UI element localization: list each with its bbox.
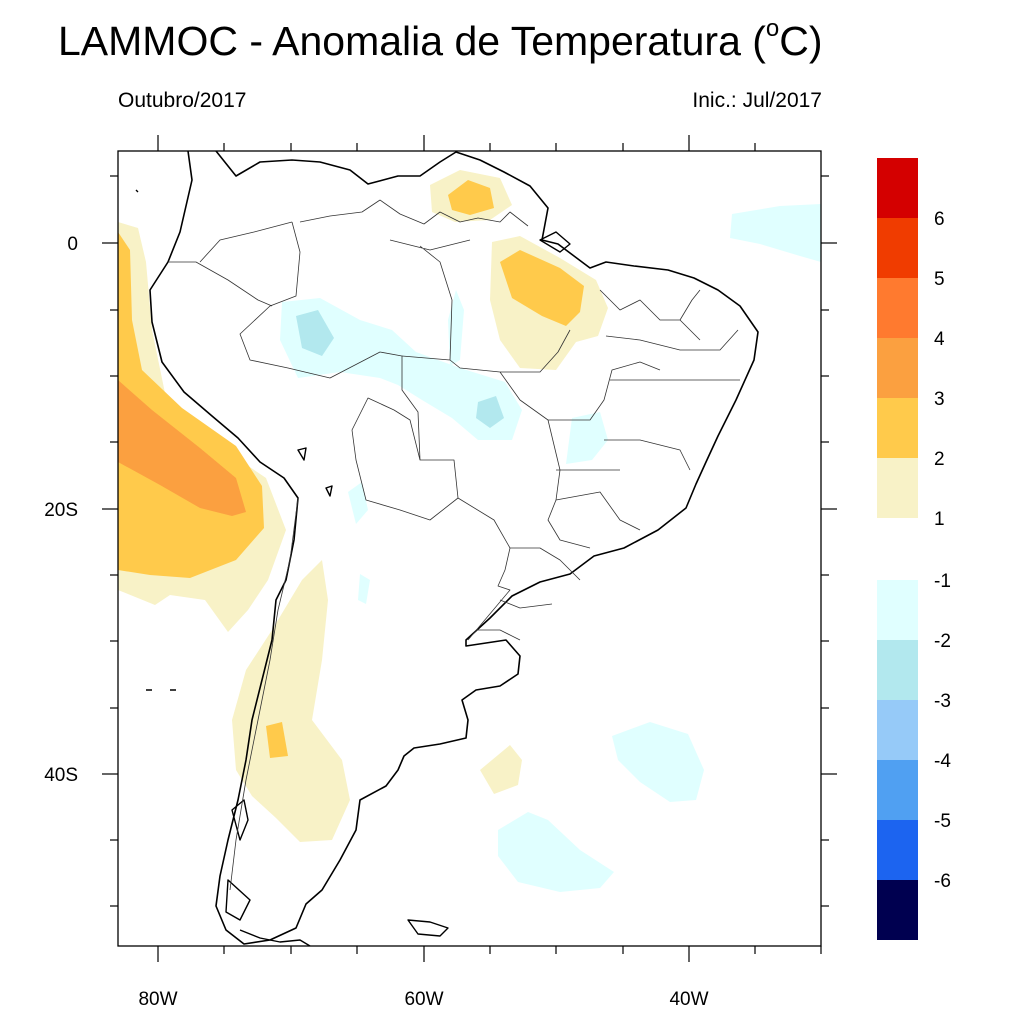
political-borders <box>168 199 740 891</box>
malvinas <box>407 919 449 937</box>
colorbar-box-positive <box>877 158 918 218</box>
x-tick-label: 60W <box>404 989 443 1010</box>
colorbar: 6 5 4 3 2 1 -1 -2 -3 -4 -5 -6 <box>877 158 951 940</box>
cold-anomaly-pacific-small-1 <box>348 482 368 524</box>
tierra-del-fuego <box>225 879 311 946</box>
cold-anomaly-south-atlantic-1 <box>612 722 704 802</box>
cold-anomaly-mato-grosso-core <box>476 396 504 428</box>
cold-anomaly-equatorial-atlantic <box>730 204 821 262</box>
peru-ecuador-colombia-border <box>168 199 381 307</box>
warm-anomaly-patagonia <box>232 560 350 842</box>
colorbar-label: 1 <box>934 509 945 530</box>
colorbar-box-positive <box>877 218 918 278</box>
colorbar-label: 2 <box>934 449 945 470</box>
cold-anomaly-pacific-small-2 <box>358 574 370 604</box>
marajo-island <box>539 231 571 253</box>
plot-frame <box>117 150 822 947</box>
axis-ticks <box>102 135 837 962</box>
colorbar-box-negative <box>877 700 918 760</box>
colorbar-box-positive <box>877 278 918 338</box>
warm-anomaly-patagonia-core <box>266 722 288 758</box>
pacific-islands <box>135 189 333 691</box>
initialization-label: Inic.: Jul/2017 <box>692 89 822 112</box>
colorbar-label: 6 <box>934 209 945 230</box>
colorbar-label: -6 <box>934 871 951 892</box>
colorbar-box-negative <box>877 820 918 880</box>
colorbar-box-positive <box>877 458 918 518</box>
colorbar-label: 4 <box>934 329 945 350</box>
warm-anomaly-pacific-level3 <box>118 380 246 516</box>
colorbar-label: 5 <box>934 269 945 290</box>
warm-anomaly-atlantic <box>480 745 522 794</box>
colorbar-box-negative <box>877 640 918 700</box>
colorbar-label: -4 <box>934 751 951 772</box>
anomaly-shading <box>118 170 821 892</box>
colorbar-label: -1 <box>934 571 951 592</box>
y-tick-label: 40S <box>44 765 78 786</box>
brazil-states <box>389 239 740 641</box>
colorbar-label: -5 <box>934 811 951 832</box>
cold-anomaly-amazon <box>280 298 522 440</box>
colorbar-box-negative <box>877 580 918 640</box>
cold-anomaly-south-atlantic-2 <box>498 812 614 892</box>
bolivia-paraguay-border <box>351 397 459 521</box>
colorbar-box-positive <box>877 398 918 458</box>
x-tick-label: 80W <box>138 989 177 1010</box>
warm-anomaly-para-core <box>500 250 584 326</box>
guianas-borders <box>379 199 529 227</box>
colorbar-label: -2 <box>934 631 951 652</box>
y-tick-label: 20S <box>44 500 78 521</box>
colorbar-box-negative <box>877 760 918 820</box>
chiloe-island <box>231 799 249 841</box>
argentina-chile-border <box>229 497 299 891</box>
colorbar-label: 3 <box>934 389 945 410</box>
warm-anomaly-guianas-core <box>448 180 494 215</box>
map-title: LAMMOC - Anomalia de Temperatura (oC) <box>58 15 823 64</box>
x-tick-label: 40W <box>669 989 708 1010</box>
brazil-border <box>239 221 511 641</box>
cold-anomaly-west-core <box>296 310 334 356</box>
colorbar-label: -3 <box>934 691 951 712</box>
colorbar-box-negative <box>877 880 918 940</box>
colorbar-box-positive <box>877 338 918 398</box>
cold-anomaly-goias <box>566 412 608 464</box>
y-tick-label: 0 <box>67 234 78 255</box>
forecast-month-label: Outubro/2017 <box>118 89 247 112</box>
